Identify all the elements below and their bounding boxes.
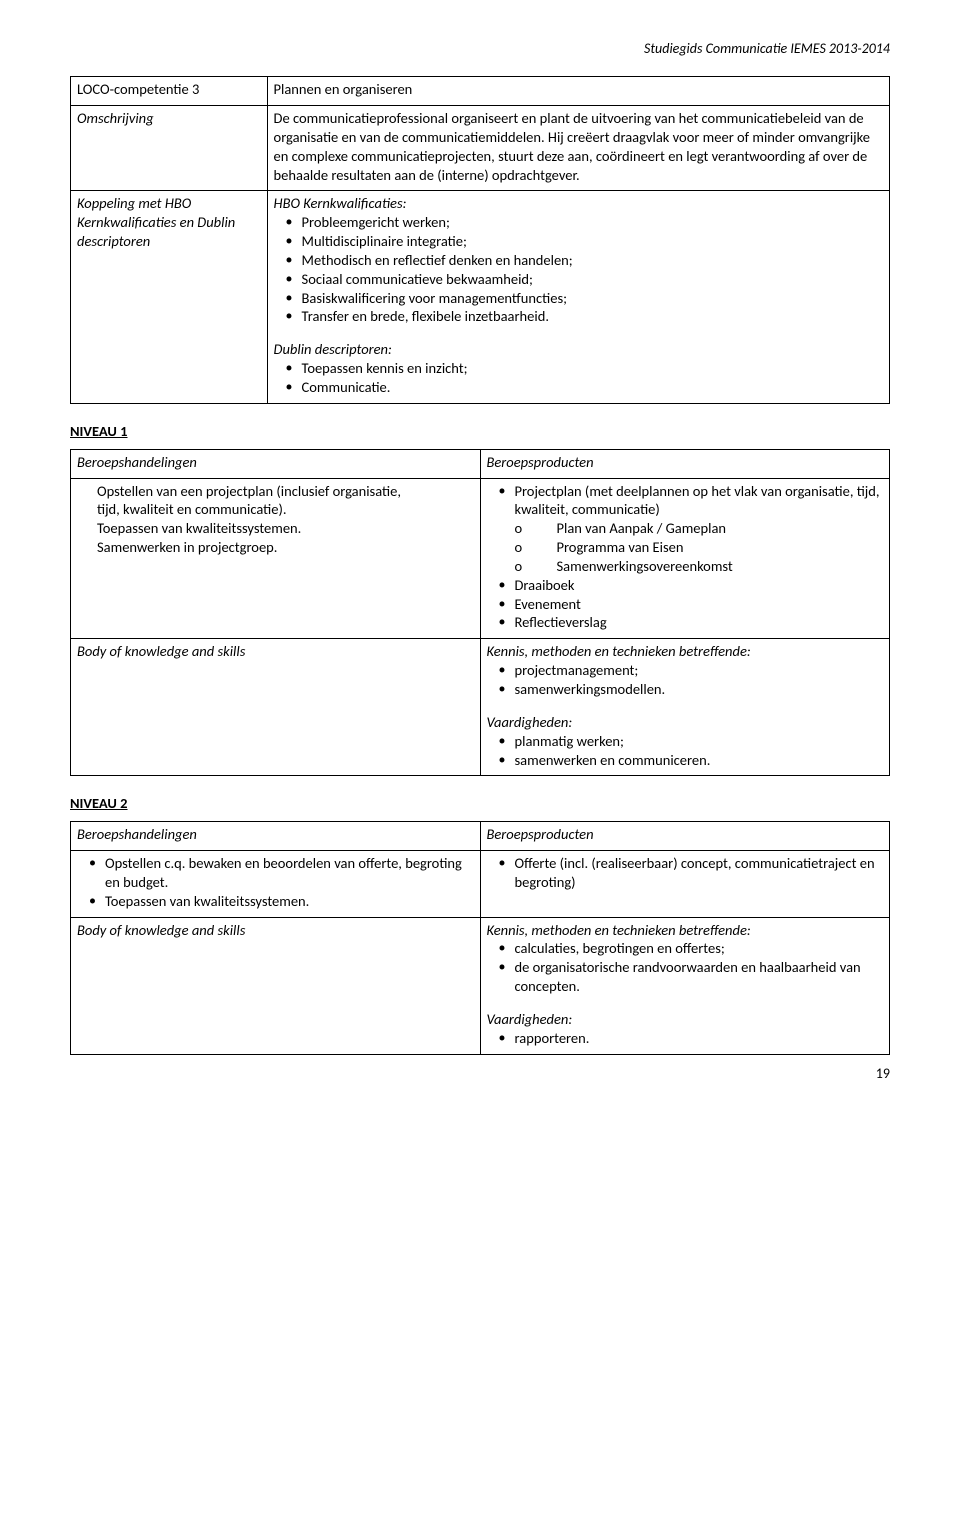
- table-niveau2: Beroepshandelingen Beroepsproducten Opst…: [70, 821, 890, 1054]
- list-item: oSamenwerkingsovereenkomst: [487, 557, 884, 576]
- table-row: Beroepshandelingen Beroepsproducten: [71, 449, 890, 478]
- page-number: 19: [70, 1065, 890, 1083]
- circle-marker-icon: o: [515, 538, 523, 557]
- paragraph-line: Samenwerken in projectgroep.: [77, 538, 474, 557]
- table-row: Koppeling met HBO Kernkwalificaties en D…: [71, 191, 890, 403]
- list-item: Sociaal communicatieve bekwaamheid;: [274, 270, 883, 289]
- list-handelingen: Opstellen c.q. bewaken en beoordelen van…: [77, 854, 474, 911]
- table-row: LOCO-competentie 3 Plannen en organisere…: [71, 77, 890, 106]
- cell-value: De communicatieprofessional organiseert …: [274, 109, 870, 184]
- list-item: Toepassen kennis en inzicht;: [274, 359, 883, 378]
- cell-value: Plannen en organiseren: [274, 80, 413, 98]
- page: Studiegids Communicatie IEMES 2013-2014 …: [0, 0, 960, 1113]
- list-vaard: planmatig werken; samenwerken en communi…: [487, 732, 884, 770]
- table-row: Opstellen van een projectplan (inclusief…: [71, 478, 890, 639]
- cell-label: LOCO-competentie 3: [77, 80, 199, 98]
- list-item: samenwerken en communiceren.: [487, 751, 884, 770]
- list-item: Basiskwalificering voor managementfuncti…: [274, 289, 883, 308]
- paragraph-line: Toepassen van kwaliteitssystemen.: [77, 519, 474, 538]
- list-bok: calculaties, begrotingen en offertes; de…: [487, 939, 884, 996]
- list-item: Toepassen van kwaliteitssystemen.: [77, 892, 474, 911]
- list-item: Multidisciplinaire integratie;: [274, 232, 883, 251]
- list-item: Methodisch en reflectief denken en hande…: [274, 251, 883, 270]
- list-item: rapporteren.: [487, 1029, 884, 1048]
- list-item: oProgramma van Eisen: [487, 538, 884, 557]
- table-niveau1: Beroepshandelingen Beroepsproducten Opst…: [70, 449, 890, 777]
- cell-label: Body of knowledge and skills: [77, 642, 245, 660]
- list-dublin: Toepassen kennis en inzicht; Communicati…: [274, 359, 883, 397]
- list-item: Transfer en brede, flexibele inzetbaarhe…: [274, 307, 883, 326]
- cell-header: Beroepsproducten: [487, 825, 594, 843]
- table-row: Body of knowledge and skills Kennis, met…: [71, 639, 890, 776]
- list-item: oPlan van Aanpak / Gameplan: [487, 519, 884, 538]
- table-row: Opstellen c.q. bewaken en beoordelen van…: [71, 851, 890, 918]
- list-title: Kennis, methoden en technieken betreffen…: [487, 921, 751, 939]
- cell-header: Beroepshandelingen: [77, 453, 197, 471]
- section-title-niveau2: NIVEAU 2: [70, 794, 890, 813]
- cell-header: Beroepshandelingen: [77, 825, 197, 843]
- list-item: Evenement: [487, 595, 884, 614]
- list-item: Offerte (incl. (realiseerbaar) concept, …: [487, 854, 884, 892]
- list-vaard: rapporteren.: [487, 1029, 884, 1048]
- list-bok: projectmanagement; samenwerkingsmodellen…: [487, 661, 884, 699]
- list-producten: Projectplan (met deelplannen op het vlak…: [487, 482, 884, 520]
- list-sub: oPlan van Aanpak / Gameplan oProgramma v…: [487, 519, 884, 576]
- list-item: samenwerkingsmodellen.: [487, 680, 884, 699]
- list-item: projectmanagement;: [487, 661, 884, 680]
- list-title: Vaardigheden:: [487, 713, 884, 732]
- circle-marker-icon: o: [515, 557, 523, 576]
- list-title: Dublin descriptoren:: [274, 340, 883, 359]
- list-item: Probleemgericht werken;: [274, 213, 883, 232]
- list-kernkwalificaties: Probleemgericht werken; Multidisciplinai…: [274, 213, 883, 326]
- table-row: Body of knowledge and skills Kennis, met…: [71, 917, 890, 1054]
- list-producten-2: Draaiboek Evenement Reflectieverslag: [487, 576, 884, 633]
- list-item: planmatig werken;: [487, 732, 884, 751]
- cell-label: Body of knowledge and skills: [77, 921, 245, 939]
- table-row: Beroepshandelingen Beroepsproducten: [71, 822, 890, 851]
- list-title: Vaardigheden:: [487, 1010, 884, 1029]
- paragraph-line: tijd, kwaliteit en communicatie).: [77, 500, 474, 519]
- list-title: Kennis, methoden en technieken betreffen…: [487, 642, 751, 660]
- circle-marker-icon: o: [515, 519, 523, 538]
- section-title-niveau1: NIVEAU 1: [70, 422, 890, 441]
- list-item: Reflectieverslag: [487, 613, 884, 632]
- list-title: HBO Kernkwalificaties:: [274, 194, 407, 212]
- table-row: Omschrijving De communicatieprofessional…: [71, 106, 890, 191]
- list-item: de organisatorische randvoorwaarden en h…: [487, 958, 884, 996]
- header: Studiegids Communicatie IEMES 2013-2014: [70, 40, 890, 58]
- paragraph-line: Opstellen van een projectplan (inclusief…: [77, 482, 474, 501]
- cell-label: Koppeling met HBO Kernkwalificaties en D…: [77, 194, 235, 250]
- cell-label: Omschrijving: [77, 109, 154, 127]
- list-item: calculaties, begrotingen en offertes;: [487, 939, 884, 958]
- list-item: Projectplan (met deelplannen op het vlak…: [487, 482, 884, 520]
- list-item: Opstellen c.q. bewaken en beoordelen van…: [77, 854, 474, 892]
- list-item: Communicatie.: [274, 378, 883, 397]
- list-producten: Offerte (incl. (realiseerbaar) concept, …: [487, 854, 884, 892]
- cell-header: Beroepsproducten: [487, 453, 594, 471]
- list-item: Draaiboek: [487, 576, 884, 595]
- table-competentie: LOCO-competentie 3 Plannen en organisere…: [70, 76, 890, 404]
